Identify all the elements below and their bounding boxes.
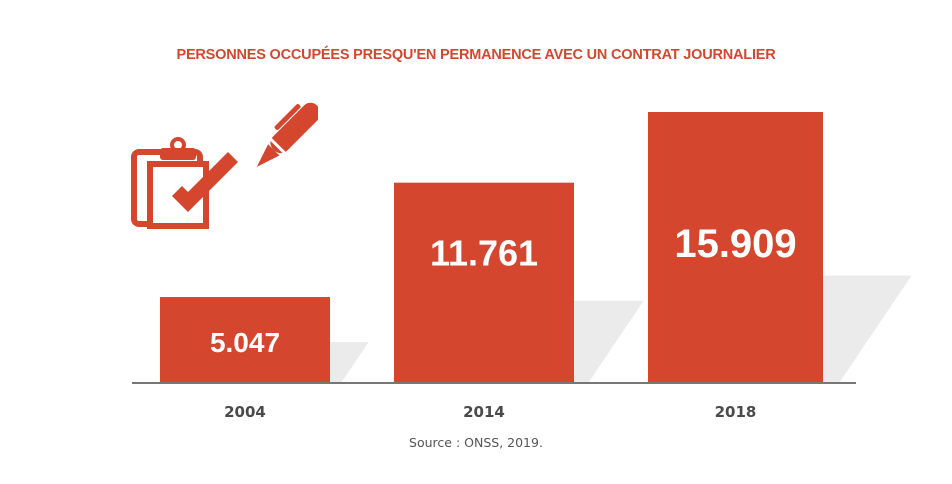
category-label: 2018 [715, 403, 757, 421]
bar-2018 [648, 112, 823, 383]
category-label: 2014 [463, 403, 505, 421]
category-label: 2004 [224, 403, 266, 421]
data-label: 11.761 [430, 233, 538, 274]
bar-shadow [823, 275, 912, 383]
chart-title: PERSONNES OCCUPÉES PRESQU'EN PERMANENCE … [176, 47, 776, 63]
bar-2014 [394, 182, 574, 383]
bar-2004 [160, 297, 330, 383]
bar-shadow [330, 342, 369, 383]
clipboard-checkmark-pen-icon [131, 102, 318, 229]
source-note: Source : ONSS, 2019. [409, 435, 543, 450]
data-label: 15.909 [674, 222, 796, 266]
bar-shadow [574, 300, 644, 383]
data-label: 5.047 [210, 327, 280, 358]
